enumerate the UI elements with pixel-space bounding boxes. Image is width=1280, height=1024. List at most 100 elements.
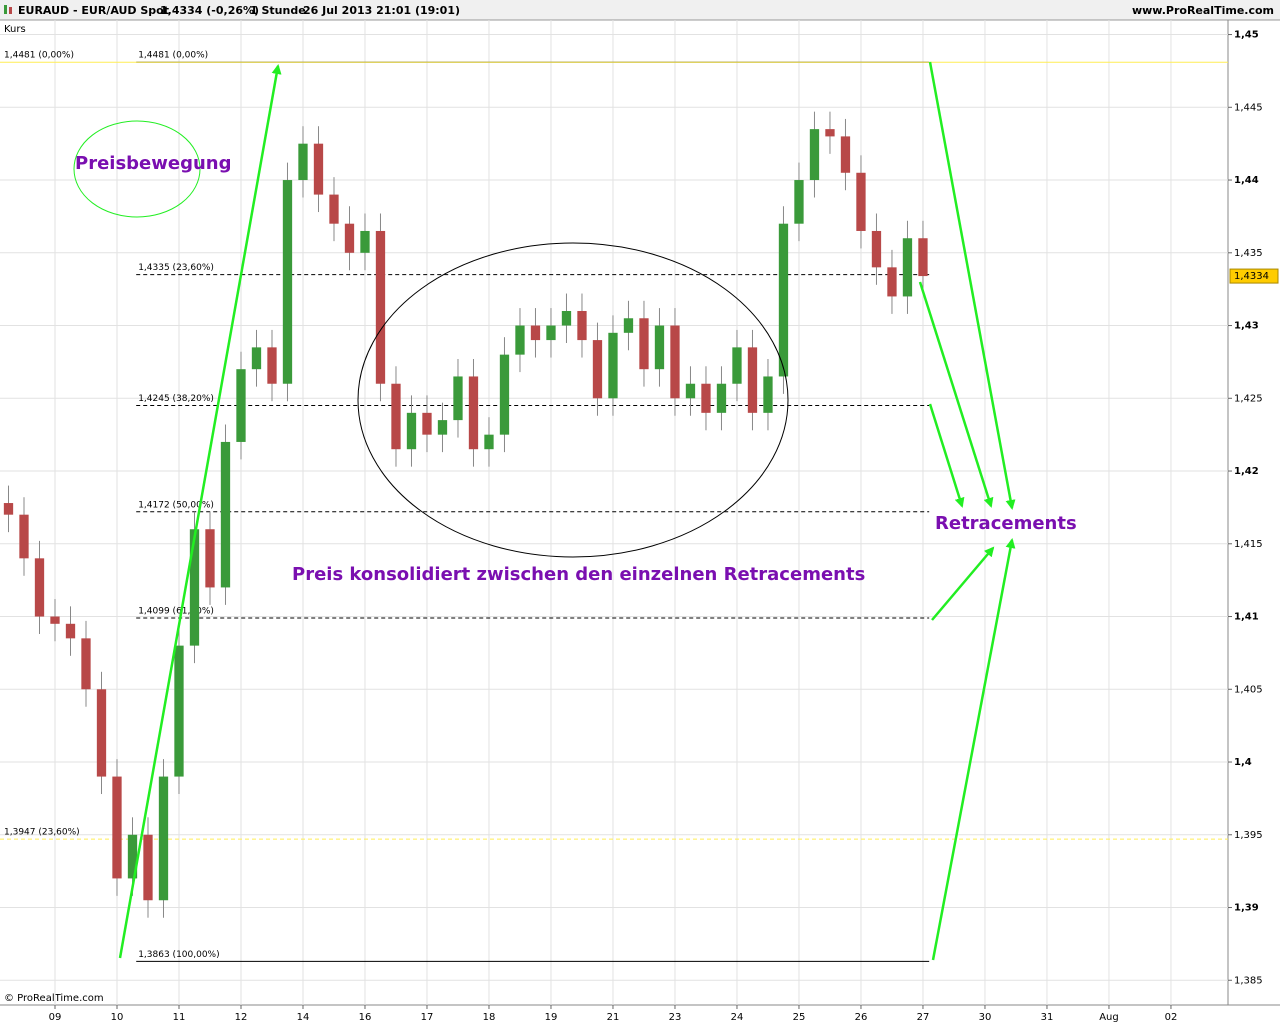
fib-label: 1,4335 (23,60%): [138, 263, 214, 273]
candle-body: [205, 529, 215, 588]
candle-body: [794, 180, 804, 224]
x-tick-label: 24: [731, 1012, 744, 1023]
candle-body: [623, 318, 634, 333]
x-tick-label: 27: [917, 1012, 930, 1023]
candle-body: [732, 347, 742, 384]
fib-label: 1,4481 (0,00%): [138, 51, 208, 61]
candle-body: [778, 223, 789, 377]
y-tick-label: 1,445: [1234, 102, 1263, 113]
candle-body: [716, 383, 727, 413]
candle-body: [499, 354, 510, 435]
arrow: [928, 61, 1016, 510]
x-tick-label: 16: [359, 1012, 372, 1023]
x-tick-label: 14: [297, 1012, 310, 1023]
candle-body: [282, 180, 293, 384]
quote: 1,4334 (-0,26%): [160, 4, 259, 17]
fib-label: 1,3863 (100,00%): [138, 950, 219, 960]
y-tick-label: 1,41: [1234, 612, 1259, 623]
candle-body: [50, 616, 60, 624]
y-tick-label: 1,42: [1234, 466, 1259, 477]
x-tick-label: 09: [49, 1012, 62, 1023]
x-tick-label: 21: [607, 1012, 620, 1023]
y-tick-label: 1,4: [1234, 757, 1252, 768]
arrow: [918, 281, 994, 508]
x-tick-label: 25: [793, 1012, 806, 1023]
candle-body: [608, 332, 618, 399]
candle-body: [670, 325, 680, 399]
x-tick-label: 18: [483, 1012, 496, 1023]
x-tick-label: 31: [1041, 1012, 1054, 1023]
candle-body: [561, 310, 572, 326]
candle-body: [329, 194, 339, 224]
candle-body: [871, 230, 882, 268]
x-tick-label: 26: [855, 1012, 868, 1023]
candle-body: [344, 223, 355, 253]
y-tick-label: 1,43: [1234, 321, 1259, 332]
plot: 1,385 1,39 1,395 1,4 1,405 1,41 1,415 1,42 1,425…: [0, 20, 1279, 1023]
candle-body: [453, 376, 463, 421]
y-tick-label: 1,425: [1234, 393, 1263, 404]
candle-body: [902, 238, 913, 297]
candle-body: [422, 412, 432, 435]
x-tick-label: Aug: [1099, 1012, 1119, 1023]
candle-body: [577, 310, 587, 341]
fib-label: 1,4172 (50,00%): [138, 500, 214, 510]
x-tick-label: 30: [979, 1012, 992, 1023]
fib-label: 1,4245 (38,20%): [138, 394, 214, 404]
arrow: [931, 538, 1016, 961]
annotation: Preis konsolidiert zwischen den einzelne…: [292, 564, 865, 585]
arrow: [931, 546, 995, 621]
y-tick-label: 1,45: [1234, 30, 1259, 41]
candle-body: [81, 638, 91, 690]
x-tick-label: 19: [545, 1012, 558, 1023]
annotation: Preisbewegung: [75, 153, 232, 174]
candle-body: [375, 230, 386, 384]
candle-body: [236, 369, 246, 442]
candle-body: [592, 340, 603, 399]
candle-body: [685, 383, 696, 399]
candle-body: [856, 172, 866, 231]
x-tick-label: 17: [421, 1012, 434, 1023]
x-tick-label: 11: [173, 1012, 186, 1023]
candle-body: [468, 376, 479, 450]
period: 1 Stunde: [250, 4, 306, 17]
candle-body: [887, 267, 897, 297]
y-tick-label: 1,39: [1234, 903, 1259, 914]
candle-body: [65, 623, 76, 639]
y-tick-label: 1,405: [1234, 684, 1263, 695]
candle-body: [19, 514, 29, 559]
y-axis-label: Kurs: [4, 24, 26, 35]
candle-body: [220, 441, 231, 588]
candle-body: [391, 383, 401, 450]
candle-body: [34, 558, 45, 617]
ellipse: [73, 120, 201, 218]
candle-body: [639, 318, 649, 370]
price-tag-label: 1,4334: [1234, 271, 1269, 282]
symbol: EURAUD - EUR/AUD Spot: [18, 4, 169, 17]
candle-body: [251, 347, 262, 370]
x-tick-label: 02: [1165, 1012, 1178, 1023]
site: www.ProRealTime.com: [1132, 4, 1274, 17]
x-tick-label: 10: [111, 1012, 124, 1023]
y-tick-label: 1,385: [1234, 975, 1263, 986]
candle-body: [406, 412, 417, 450]
candle-body: [127, 834, 138, 879]
candle-body: [143, 834, 153, 901]
candle-body: [825, 129, 835, 137]
candle-body: [809, 129, 820, 181]
candle-body: [96, 689, 107, 777]
candle-body: [484, 434, 494, 450]
icon: [4, 5, 7, 14]
candle-body: [546, 325, 556, 341]
y-tick-label: 1,395: [1234, 830, 1263, 841]
candle-body: [747, 347, 758, 413]
candle-body: [112, 776, 122, 879]
fib-label: 1,4099 (61,80%): [138, 606, 214, 616]
candle-body: [701, 383, 711, 413]
ellipse: [357, 242, 789, 558]
header-bar: [0, 0, 1280, 20]
candle-body: [515, 325, 525, 355]
y-tick-label: 1,435: [1234, 248, 1263, 259]
